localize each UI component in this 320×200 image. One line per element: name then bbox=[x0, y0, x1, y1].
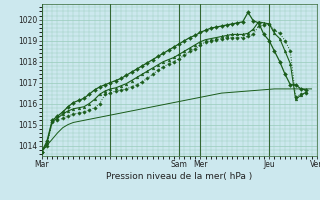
X-axis label: Pression niveau de la mer( hPa ): Pression niveau de la mer( hPa ) bbox=[106, 172, 252, 181]
